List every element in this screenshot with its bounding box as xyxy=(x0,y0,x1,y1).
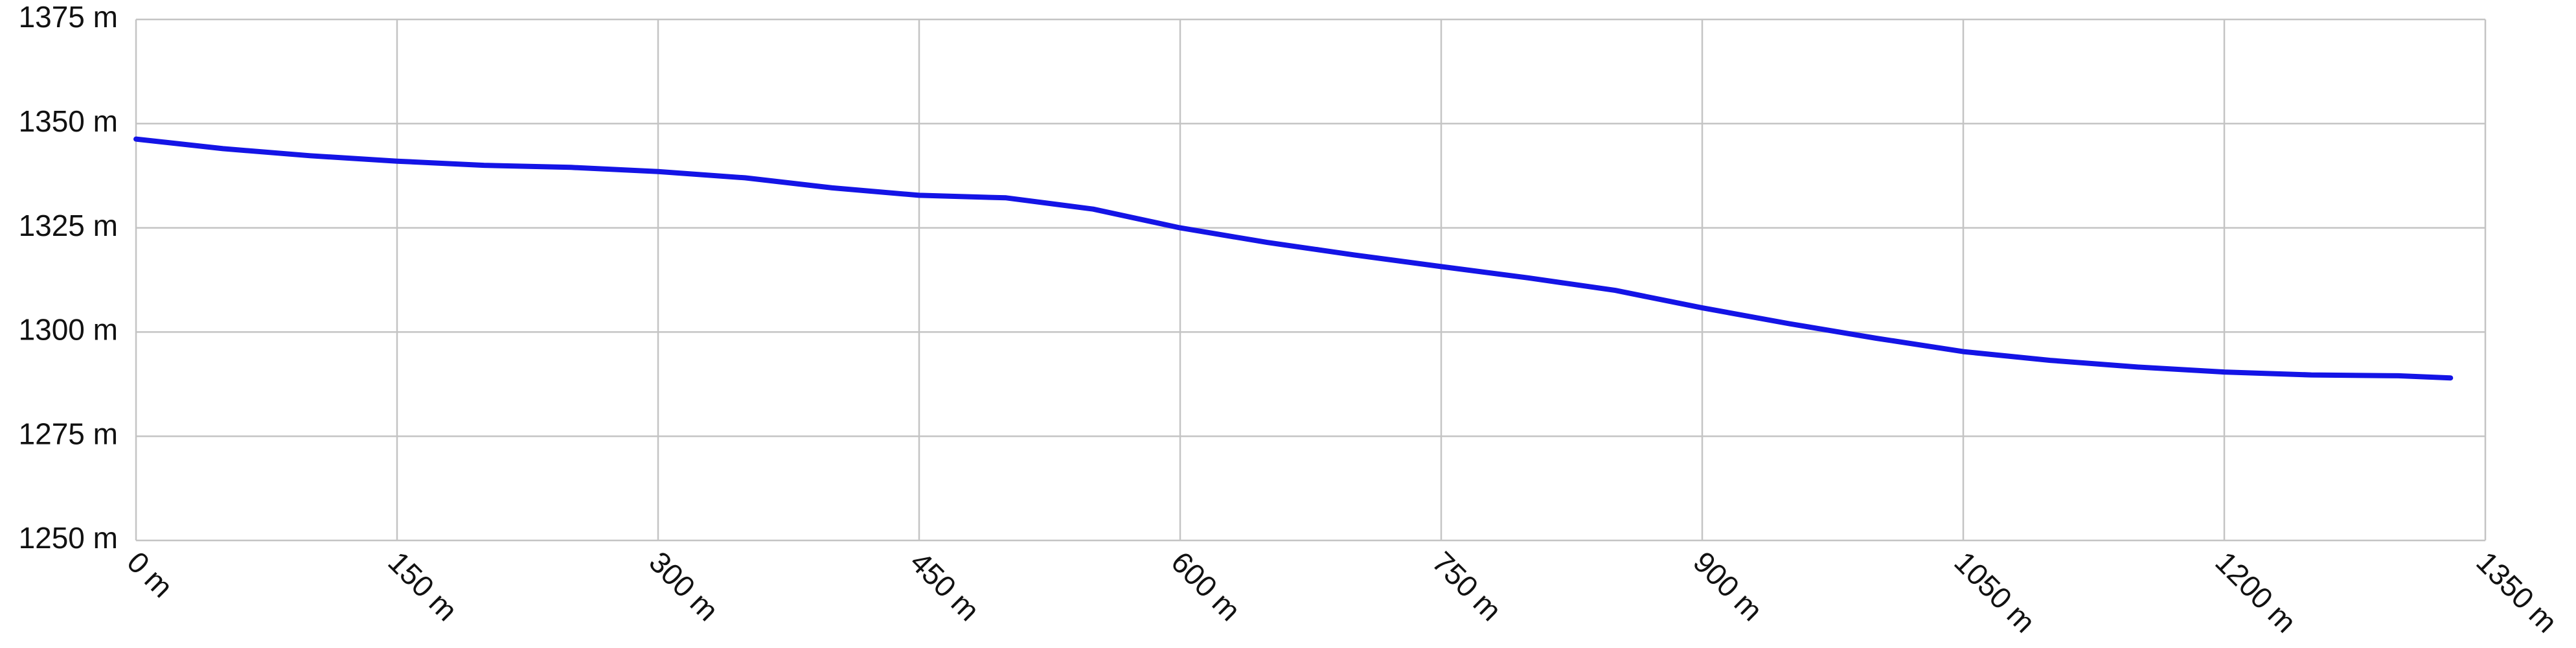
x-tick-label: 750 m xyxy=(1426,545,1508,627)
x-tick-label: 0 m xyxy=(120,545,179,604)
x-tick-label: 1350 m xyxy=(2470,545,2564,639)
x-tick-label: 300 m xyxy=(643,545,725,627)
x-tick-label: 450 m xyxy=(904,545,986,627)
y-tick-label: 1375 m xyxy=(19,0,118,34)
elevation-line xyxy=(133,136,2454,381)
y-tick-label: 1325 m xyxy=(19,209,118,242)
x-tick-label: 600 m xyxy=(1165,545,1247,627)
y-tick-label: 1350 m xyxy=(19,104,118,138)
y-tick-label: 1250 m xyxy=(19,521,118,555)
x-tick-label: 900 m xyxy=(1687,545,1769,627)
x-tick-label: 150 m xyxy=(382,545,464,627)
x-tick-label: 1200 m xyxy=(2209,545,2303,639)
x-tick-label: 1050 m xyxy=(1948,545,2042,639)
y-tick-label: 1300 m xyxy=(19,313,118,347)
y-tick-label: 1275 m xyxy=(19,417,118,450)
